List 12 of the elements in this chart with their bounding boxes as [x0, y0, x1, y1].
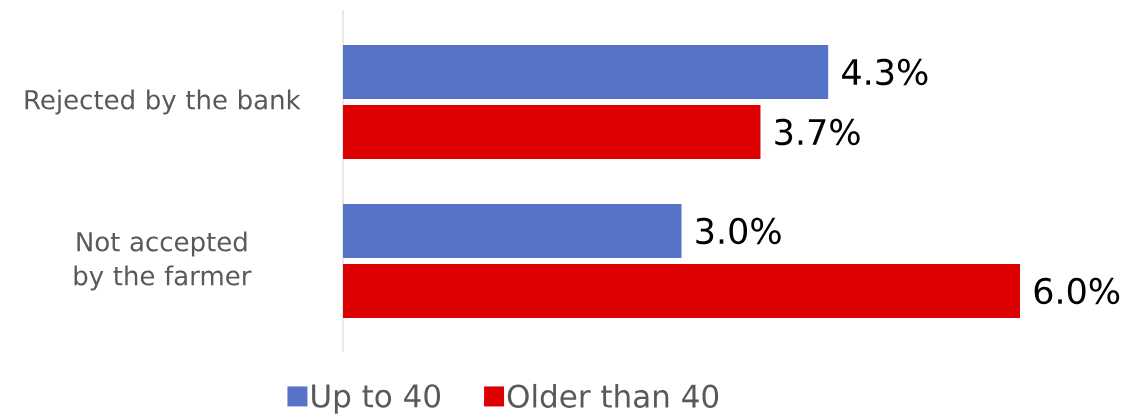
y-tick-label: Not accepted by the farmer: [74, 231, 252, 291]
data-label: 4.3%: [842, 58, 928, 86]
data-label: 3.0%: [696, 217, 781, 245]
data-label: 6.0%: [1034, 277, 1120, 305]
legend-label: Older than 40: [507, 383, 719, 408]
bar: [343, 263, 1020, 318]
bar: [343, 203, 682, 258]
data-label: 3.7%: [775, 118, 860, 146]
legend-label: Up to 40: [312, 384, 441, 414]
bar: [343, 44, 829, 99]
y-tick-label: Rejected by the bank: [25, 89, 301, 115]
bar: [343, 104, 761, 159]
